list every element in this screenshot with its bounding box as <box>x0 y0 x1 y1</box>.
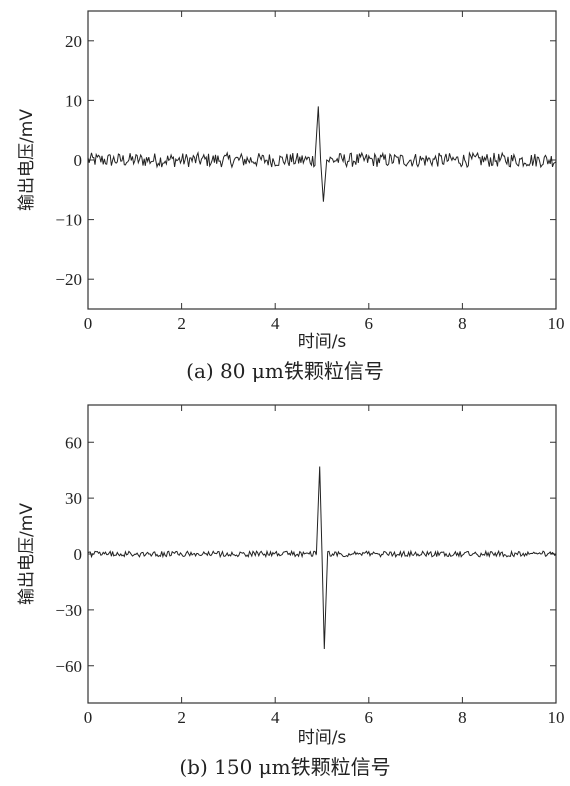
chart-b-series <box>87 466 557 650</box>
chart-a-x-axis-label: 时间/s <box>298 332 347 352</box>
chart-b-y-ticks: 60 30 0 −30 −60 <box>55 433 556 676</box>
chart-a-y-axis-label: 输出电压/mV <box>17 109 37 211</box>
y-tick-label: −30 <box>55 601 82 620</box>
x-tick-label: 6 <box>365 708 374 727</box>
chart-a-y-ticks: 20 10 0 −10 −20 <box>55 32 556 289</box>
y-tick-label: 0 <box>74 151 83 170</box>
x-tick-label: 8 <box>458 708 467 727</box>
x-tick-label: 2 <box>177 708 186 727</box>
y-tick-label: −10 <box>55 211 82 230</box>
x-tick-label: 4 <box>271 314 280 333</box>
y-tick-label: 0 <box>74 545 83 564</box>
y-tick-label: 60 <box>65 433 82 452</box>
chart-b-x-ticks: 0 2 4 6 8 10 <box>84 405 565 727</box>
y-tick-label: 10 <box>65 91 82 110</box>
chart-a-caption: (a) 80 μm铁颗粒信号 <box>186 359 384 383</box>
chart-a-x-ticks: 0 2 4 6 8 10 <box>84 11 565 333</box>
chart-b-caption: (b) 150 μm铁颗粒信号 <box>179 755 390 779</box>
x-tick-label: 0 <box>84 708 93 727</box>
chart-b: 0 2 4 6 8 10 60 30 0 −30 −60 时间/s 输出电压/mV (b) 150… <box>17 404 565 779</box>
signal-line <box>87 106 557 202</box>
x-tick-label: 10 <box>548 708 565 727</box>
x-tick-label: 6 <box>365 314 374 333</box>
y-tick-label: −60 <box>55 657 82 676</box>
x-tick-label: 10 <box>548 314 565 333</box>
chart-b-x-axis-label: 时间/s <box>298 728 347 748</box>
x-tick-label: 8 <box>458 314 467 333</box>
y-tick-label: 30 <box>65 489 82 508</box>
x-tick-label: 2 <box>177 314 186 333</box>
chart-a: 0 2 4 6 8 10 20 10 0 −10 −20 时间/s 输出电压/mV (a) 80 … <box>17 10 565 383</box>
chart-b-y-axis-label: 输出电压/mV <box>17 503 37 605</box>
chart-a-series <box>87 106 557 202</box>
y-tick-label: −20 <box>55 270 82 289</box>
x-tick-label: 4 <box>271 708 280 727</box>
signal-line <box>87 466 557 650</box>
x-tick-label: 0 <box>84 314 93 333</box>
y-tick-label: 20 <box>65 32 82 51</box>
